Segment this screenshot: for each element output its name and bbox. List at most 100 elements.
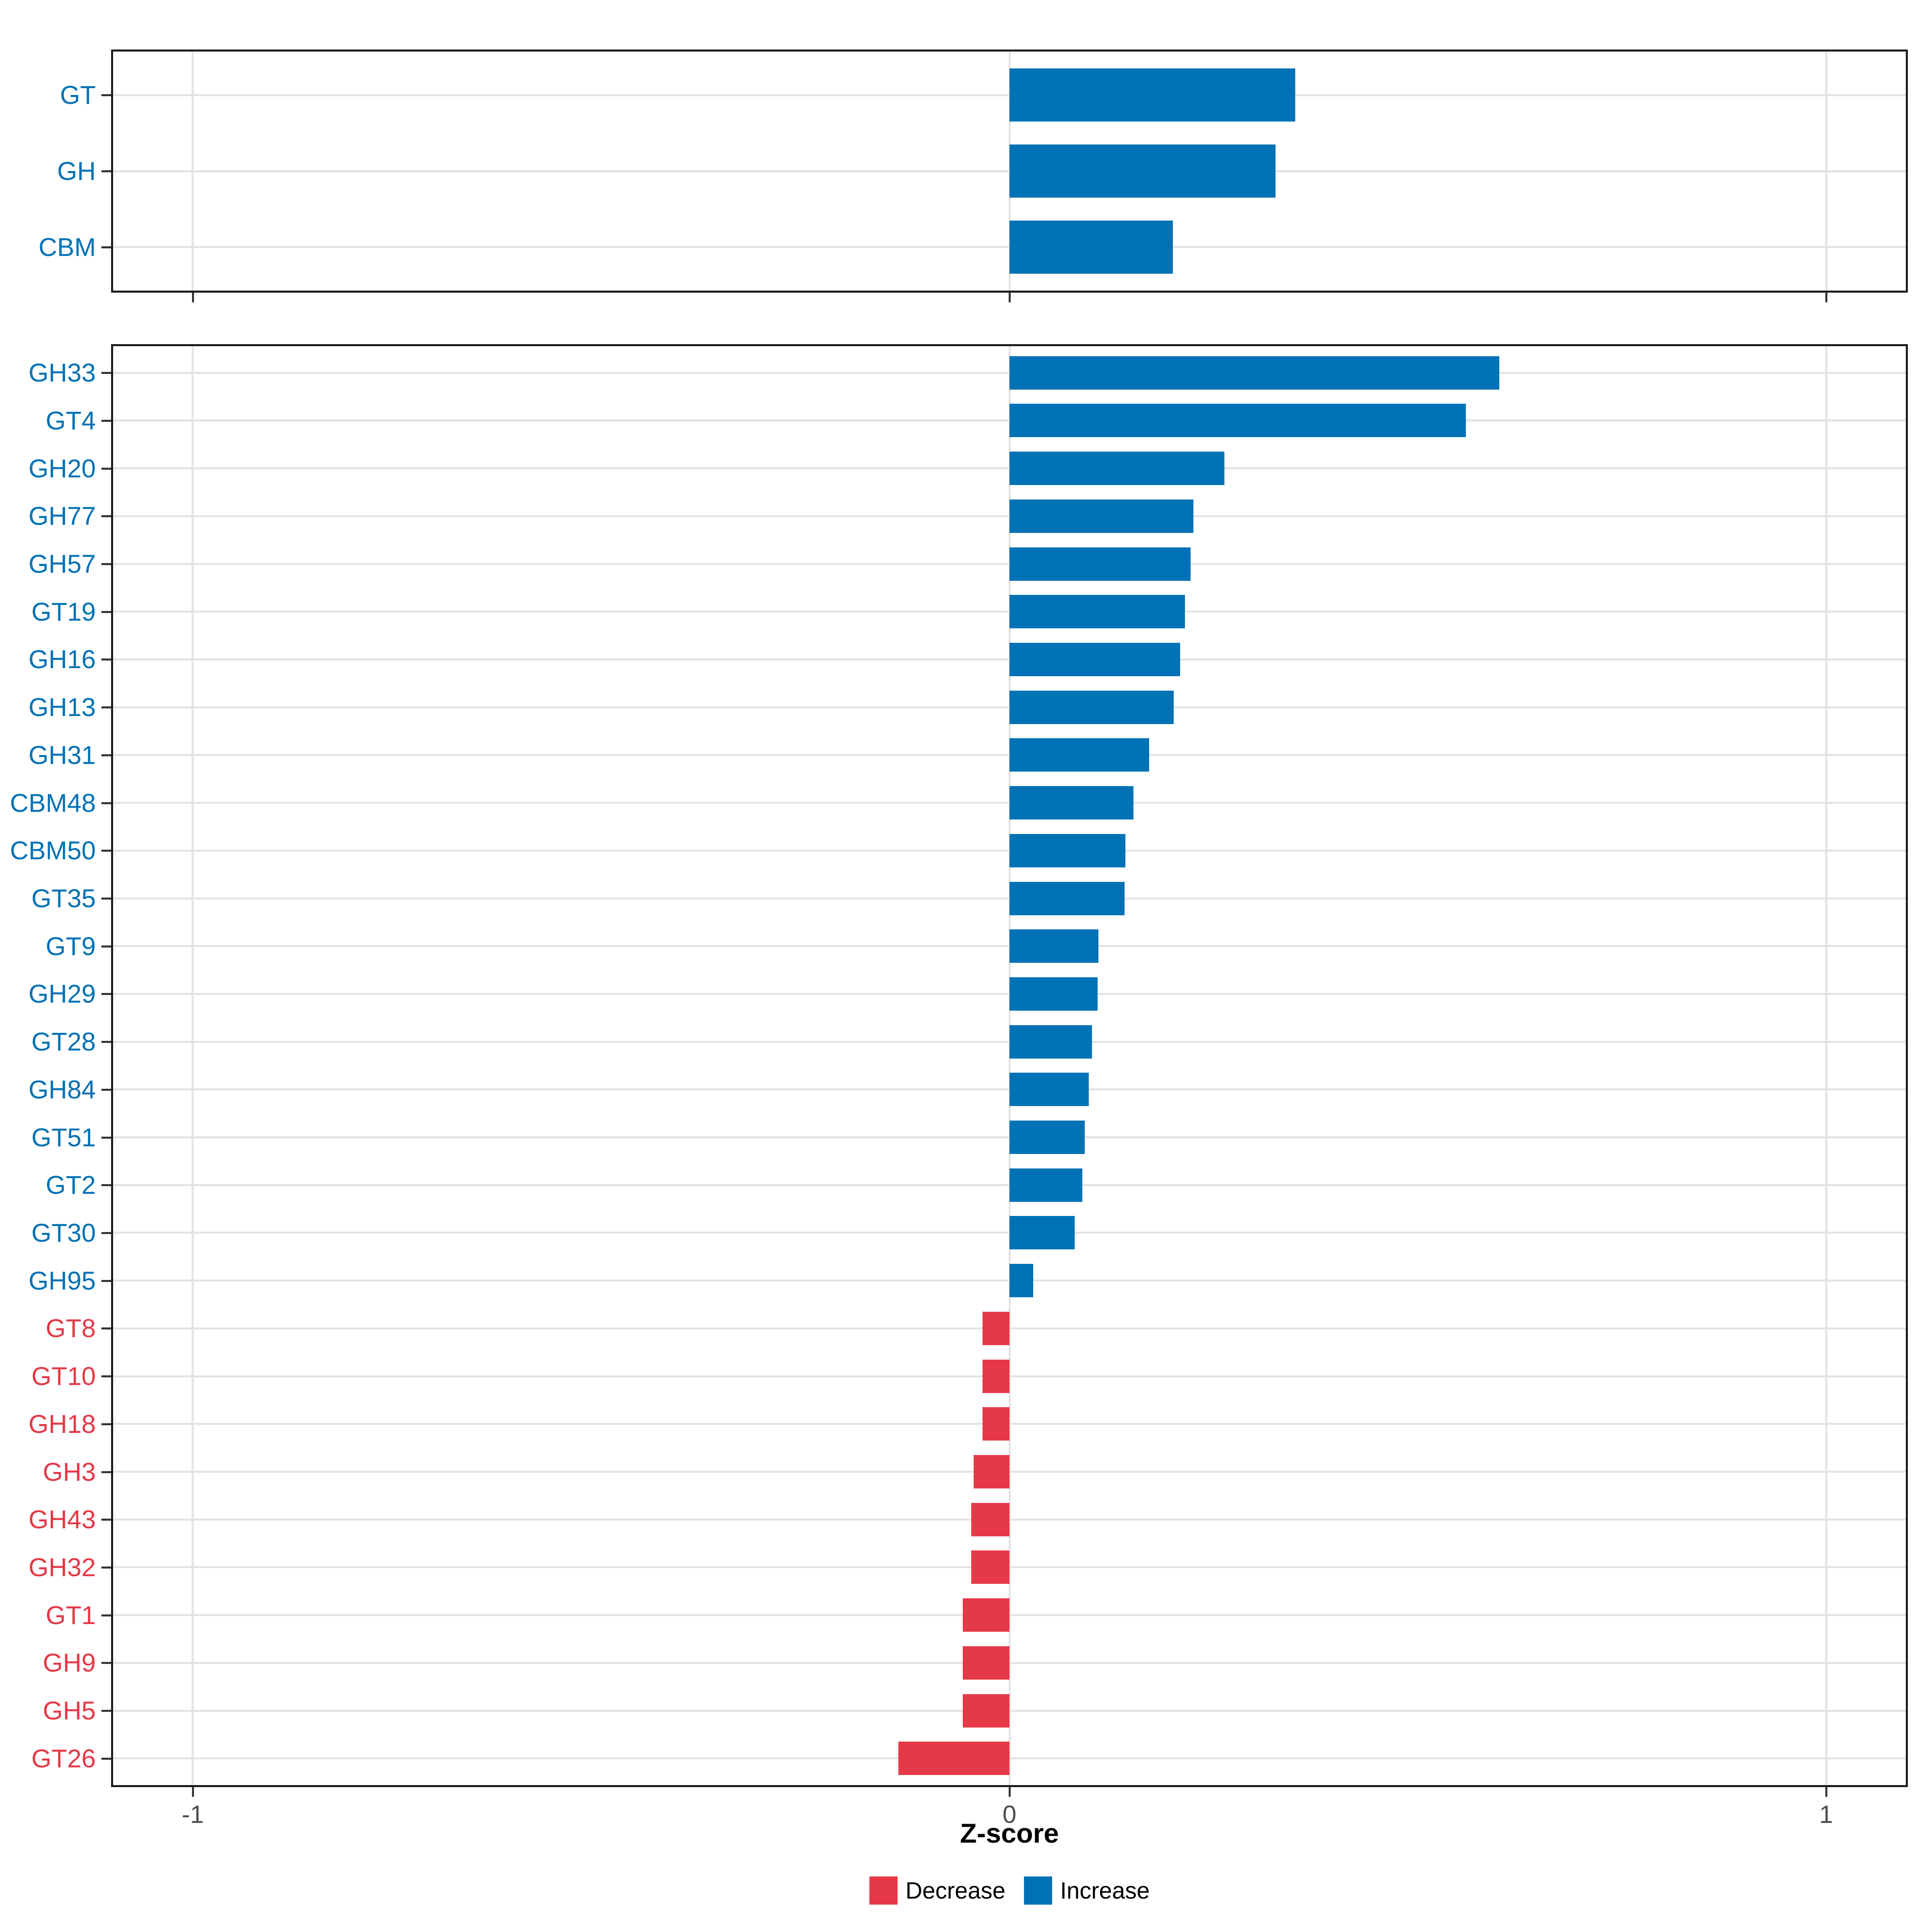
y-axis-tick xyxy=(101,563,111,565)
legend-label-increase: Increase xyxy=(1060,1877,1150,1904)
y-axis-tick xyxy=(101,706,111,708)
decrease-bar-gh43 xyxy=(971,1503,1009,1536)
y-axis-tick xyxy=(101,1519,111,1521)
decrease-bar-gh9 xyxy=(963,1646,1009,1680)
y-axis-tick xyxy=(101,1471,111,1473)
increase-bar-gh95 xyxy=(1009,1264,1033,1297)
y-axis-tick xyxy=(101,372,111,374)
increase-bar-cbm48 xyxy=(1009,786,1133,819)
category-label-gt35: GT35 xyxy=(31,884,96,913)
x-axis-tick xyxy=(192,293,194,302)
decrease-bar-gt8 xyxy=(983,1312,1009,1345)
category-label-gh84: GH84 xyxy=(28,1075,96,1104)
x-axis-title: Z-score xyxy=(960,1818,1059,1849)
category-label-gh: GH xyxy=(57,157,96,186)
category-label-gh95: GH95 xyxy=(28,1266,96,1295)
increase-bar-gh84 xyxy=(1009,1073,1089,1106)
x-axis-tick xyxy=(1825,293,1827,302)
y-axis-tick xyxy=(101,993,111,995)
category-label-gt26: GT26 xyxy=(31,1744,96,1773)
major-gridline-vertical xyxy=(192,50,194,293)
category-label-gh29: GH29 xyxy=(28,979,96,1008)
y-axis-tick xyxy=(101,1327,111,1329)
increase-bar-gt35 xyxy=(1009,882,1125,915)
y-axis-tick xyxy=(101,170,111,172)
y-axis-tick xyxy=(101,898,111,900)
legend-item-decrease: Decrease xyxy=(869,1876,1005,1905)
increase-bar-gt28 xyxy=(1009,1025,1092,1059)
increase-bar-gt2 xyxy=(1009,1168,1082,1202)
x-axis-tick xyxy=(1825,1787,1827,1797)
category-label-gh31: GH31 xyxy=(28,741,96,770)
y-axis-tick xyxy=(101,658,111,661)
increase-bar-gh16 xyxy=(1009,643,1180,676)
increase-bar-gh77 xyxy=(1009,500,1193,533)
legend-label-decrease: Decrease xyxy=(905,1877,1005,1904)
major-gridline-vertical xyxy=(192,344,194,1787)
legend: Decrease Increase xyxy=(87,1876,1932,1905)
y-axis-tick xyxy=(101,1184,111,1186)
x-tick-label: 1 xyxy=(1819,1801,1833,1829)
major-gridline-vertical xyxy=(1825,50,1827,293)
increase-bar-gt xyxy=(1009,68,1295,122)
category-label-cbm: CBM xyxy=(38,233,96,262)
y-axis-tick xyxy=(101,1089,111,1091)
decrease-bar-gt1 xyxy=(963,1598,1009,1632)
y-axis-tick xyxy=(101,94,111,96)
legend-item-increase: Increase xyxy=(1024,1876,1150,1905)
y-axis-tick xyxy=(101,1423,111,1425)
category-label-gh57: GH57 xyxy=(28,549,96,578)
x-axis-tick xyxy=(192,1787,194,1797)
y-axis-tick xyxy=(101,611,111,613)
y-axis-tick xyxy=(101,1614,111,1616)
category-label-gh33: GH33 xyxy=(28,358,96,387)
increase-bar-gh29 xyxy=(1009,977,1098,1011)
decrease-bar-gh32 xyxy=(971,1550,1009,1584)
category-label-gt51: GT51 xyxy=(31,1123,96,1152)
y-axis-tick xyxy=(101,1758,111,1760)
y-axis-tick xyxy=(101,246,111,248)
facet-panel-cazyme-families xyxy=(111,344,1908,1787)
y-axis-tick xyxy=(101,1137,111,1139)
y-axis-tick xyxy=(101,754,111,756)
category-label-gh13: GH13 xyxy=(28,693,96,722)
y-axis-tick xyxy=(101,1567,111,1569)
increase-bar-gh31 xyxy=(1009,738,1149,772)
y-axis-tick xyxy=(101,420,111,422)
category-label-gt: GT xyxy=(60,80,96,109)
increase-bar-gt9 xyxy=(1009,929,1098,963)
category-label-gh9: GH9 xyxy=(43,1648,96,1677)
increase-bar-gt51 xyxy=(1009,1121,1085,1154)
increase-bar-gt4 xyxy=(1009,404,1466,437)
y-axis-tick xyxy=(101,468,111,470)
increase-bar-gh xyxy=(1009,144,1276,198)
increase-bar-gh20 xyxy=(1009,452,1224,485)
decrease-bar-gh5 xyxy=(963,1694,1009,1728)
y-axis-tick xyxy=(101,515,111,517)
category-label-gt1: GT1 xyxy=(45,1601,96,1630)
category-label-gh20: GH20 xyxy=(28,454,96,483)
category-label-gt2: GT2 xyxy=(45,1170,96,1199)
increase-bar-gt30 xyxy=(1009,1216,1075,1249)
category-label-gh32: GH32 xyxy=(28,1553,96,1582)
x-axis-tick xyxy=(1009,1787,1011,1797)
category-label-gt19: GT19 xyxy=(31,597,96,626)
y-axis-tick xyxy=(101,1375,111,1377)
facet-panel-cazyme-classes xyxy=(111,50,1908,293)
increase-bar-cbm xyxy=(1009,221,1173,274)
increase-bar-gh33 xyxy=(1009,356,1499,390)
x-tick-label: 0 xyxy=(1002,1801,1017,1829)
y-axis-tick xyxy=(101,802,111,804)
y-axis-tick xyxy=(101,1041,111,1043)
category-label-gh43: GH43 xyxy=(28,1505,96,1534)
y-axis-tick xyxy=(101,945,111,947)
major-gridline-vertical xyxy=(1825,344,1827,1787)
category-label-gh5: GH5 xyxy=(43,1696,96,1725)
increase-bar-gh13 xyxy=(1009,691,1174,724)
y-axis-tick xyxy=(101,1232,111,1234)
category-label-gh3: GH3 xyxy=(43,1457,96,1486)
x-tick-label: -1 xyxy=(182,1801,204,1829)
y-axis-tick xyxy=(101,1710,111,1712)
